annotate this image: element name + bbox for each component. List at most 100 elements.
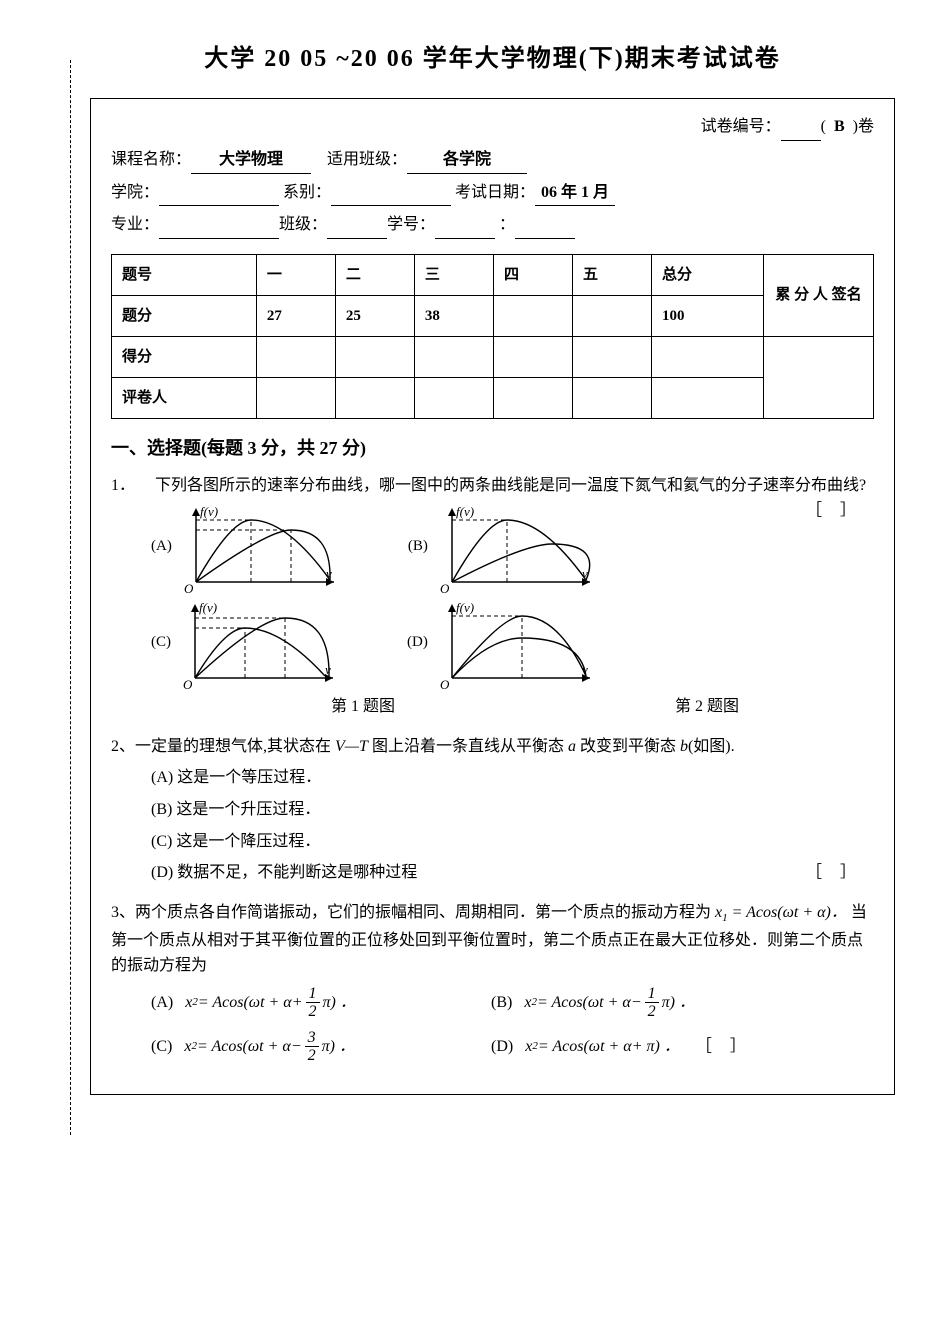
- eq-x: x: [525, 1034, 532, 1060]
- td-grader-label: 评卷人: [112, 377, 257, 418]
- course-label: 课程名称：: [111, 147, 191, 173]
- answer-bracket: ［］: [806, 498, 874, 524]
- q3-label-B: (B): [491, 990, 512, 1016]
- frac-1-2: 12: [306, 985, 320, 1021]
- chart-label-D: (D): [407, 630, 428, 654]
- class-label: 适用班级：: [327, 147, 407, 173]
- svg-text:O: O: [184, 581, 194, 594]
- eq-d-tail: + π) ．: [632, 1034, 680, 1060]
- th-4: 四: [493, 254, 572, 295]
- eq-body: = Acos(ωt + α: [197, 1034, 291, 1060]
- td-points-label: 题分: [112, 295, 257, 336]
- date-value: 06 年 1 月: [535, 180, 615, 207]
- q3-text1: 3、两个质点各自作简谐振动，它们的振幅相同、周期相同．第一个质点的振动方程为 x…: [111, 900, 874, 979]
- college-label: 学院：: [111, 180, 159, 206]
- q3-label-D: (D): [491, 1034, 513, 1060]
- q3-opt-A: (A) x2 = Acos(ωt + α + 12π) ．: [151, 985, 491, 1021]
- q3-options: (A) x2 = Acos(ωt + α + 12π) ． (B) x2 = A…: [151, 985, 874, 1065]
- college-line: 学院： 系别： 考试日期： 06 年 1 月: [111, 180, 874, 207]
- th-2: 二: [335, 254, 414, 295]
- dist-curve-C-icon: f(v)Ov: [177, 600, 337, 690]
- svg-text:f(v): f(v): [456, 600, 474, 615]
- q3-num: 3、: [111, 904, 135, 921]
- q2-vt: V—T: [335, 738, 368, 755]
- class-value: 各学院: [407, 147, 527, 174]
- xuehao-label: 学号：: [387, 212, 435, 238]
- question-3: 3、两个质点各自作简谐振动，它们的振幅相同、周期相同．第一个质点的振动方程为 x…: [111, 900, 874, 1065]
- fig-caption-1: 第 1 题图: [331, 694, 395, 720]
- charts-row-1: (A) f(v)Ov (B) f(v)Ov: [151, 504, 806, 594]
- paper-no-label: 试卷编号：: [701, 114, 781, 140]
- chart-C: (C) f(v)Ov: [151, 600, 337, 690]
- section-1-heading: 一、选择题(每题 3 分，共 27 分): [111, 434, 874, 463]
- svg-text:f(v): f(v): [199, 600, 217, 615]
- th-1: 一: [256, 254, 335, 295]
- eq-minus: −: [291, 1034, 302, 1060]
- q3-label-C: (C): [151, 1034, 172, 1060]
- eq-body: = Acos(ωt + α: [198, 990, 292, 1016]
- major-label: 专业：: [111, 212, 159, 238]
- course-value: 大学物理: [191, 147, 311, 174]
- colon: ：: [499, 212, 515, 238]
- q2-state-a: a: [568, 738, 576, 755]
- chart-label-B: (B): [408, 534, 428, 558]
- figure-captions: 第 1 题图 第 2 题图: [111, 694, 874, 720]
- q1-text: 1． 下列各图所示的速率分布曲线，哪一图中的两条曲线能是同一温度下氮气和氦气的分…: [111, 473, 874, 499]
- q2-text: 2、一定量的理想气体,其状态在 V—T 图上沿着一条直线从平衡态 a 改变到平衡…: [111, 734, 874, 760]
- q2-opt-B: (B) 这是一个升压过程．: [151, 797, 874, 823]
- answer-bracket: ［］: [696, 1034, 764, 1060]
- major-blank: [159, 212, 279, 239]
- chart-D: (D) f(v)Ov: [407, 600, 594, 690]
- paper-suffix: 卷: [858, 114, 874, 140]
- dist-curve-D-icon: f(v)Ov: [434, 600, 594, 690]
- charts-row-2: (C) f(v)Ov (D) f(v)Ov: [151, 600, 874, 690]
- q3-label-A: (A): [151, 990, 173, 1016]
- binding-dashed-line: [70, 60, 71, 1135]
- college-blank: [159, 180, 279, 207]
- q2-opt-C: (C) 这是一个降压过程．: [151, 829, 874, 855]
- eq-pi: π) ．: [662, 990, 695, 1016]
- q2-options: (A) 这是一个等压过程． (B) 这是一个升压过程． (C) 这是一个降压过程…: [151, 765, 874, 885]
- chart-B: (B) f(v)Ov: [408, 504, 594, 594]
- q2-state-b: b: [680, 738, 688, 755]
- frac-1-2: 12: [645, 985, 659, 1021]
- chart-A: (A) f(v)Ov: [151, 504, 338, 594]
- header-info: 试卷编号： ( B ) 卷 课程名称： 大学物理 适用班级： 各学院 学院： 系…: [111, 114, 874, 238]
- banji-blank: [327, 212, 387, 239]
- paper-no-blank: [781, 114, 821, 141]
- q3-row-1: (A) x2 = Acos(ωt + α + 12π) ． (B) x2 = A…: [151, 985, 874, 1021]
- svg-text:O: O: [440, 677, 450, 690]
- th-5: 五: [572, 254, 651, 295]
- paper-no-line: 试卷编号： ( B ) 卷: [111, 114, 874, 141]
- exam-content-frame: 试卷编号： ( B ) 卷 课程名称： 大学物理 适用班级： 各学院 学院： 系…: [90, 98, 895, 1095]
- q1-body: 下列各图所示的速率分布曲线，哪一图中的两条曲线能是同一温度下氮气和氦气的分子速率…: [155, 477, 866, 494]
- eq-body: = Acos(ωt + α: [537, 990, 631, 1016]
- q2-opt-A: (A) 这是一个等压过程．: [151, 765, 874, 791]
- q2-a: 一定量的理想气体,其状态在: [135, 738, 335, 755]
- q2-num: 2、: [111, 738, 135, 755]
- td-p2: 25: [335, 295, 414, 336]
- q3-body1: 两个质点各自作简谐振动，它们的振幅相同、周期相同．第一个质点的振动方程为: [135, 904, 711, 921]
- td-p1: 27: [256, 295, 335, 336]
- table-row: 题分 27 25 38 100: [112, 295, 874, 336]
- q1-num: 1．: [111, 477, 135, 494]
- score-table: 题号 一 二 三 四 五 总分 累 分 人 签名 题分 27 25 38 100…: [111, 254, 874, 419]
- dept-label: 系别：: [283, 180, 331, 206]
- th-3: 三: [414, 254, 493, 295]
- question-2: 2、一定量的理想气体,其状态在 V—T 图上沿着一条直线从平衡态 a 改变到平衡…: [111, 734, 874, 886]
- q2-d: (如图).: [688, 738, 735, 755]
- eq-pi: π) ．: [322, 1034, 355, 1060]
- td-p5: [572, 295, 651, 336]
- table-row: 题号 一 二 三 四 五 总分 累 分 人 签名: [112, 254, 874, 295]
- svg-text:f(v): f(v): [200, 504, 218, 519]
- course-line: 课程名称： 大学物理 适用班级： 各学院: [111, 147, 874, 174]
- frac-3-2: 32: [305, 1029, 319, 1065]
- eq-x: x: [185, 990, 192, 1016]
- table-row: 评卷人: [112, 377, 874, 418]
- q2-opt-D: (D) 数据不足，不能判断这是哪种过程 ［］: [151, 860, 874, 886]
- chart-label-C: (C): [151, 630, 171, 654]
- th-signer: 累 分 人 签名: [764, 254, 874, 336]
- exam-title: 大学 20 05 ~20 06 学年大学物理(下)期末考试试卷: [90, 40, 895, 78]
- td-score-label: 得分: [112, 336, 257, 377]
- answer-bracket: ［］: [806, 860, 874, 886]
